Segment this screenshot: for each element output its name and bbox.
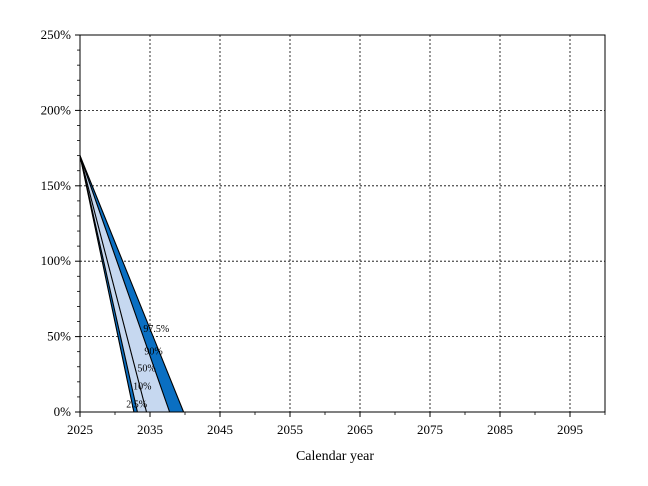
series-line — [79, 155, 138, 413]
x-tick-label: 2065 — [347, 422, 373, 437]
x-tick-label: 2095 — [557, 422, 583, 437]
x-tick-label: 2055 — [277, 422, 303, 437]
x-tick-label: 2045 — [207, 422, 233, 437]
series-label: 90% — [144, 347, 162, 358]
y-tick-label: 150% — [41, 178, 72, 193]
y-tick-label: 100% — [41, 253, 72, 268]
x-tick-label: 2075 — [417, 422, 443, 437]
x-tick-label: 2085 — [487, 422, 513, 437]
series-lines — [79, 155, 185, 413]
series-line — [79, 155, 185, 413]
y-tick-label: 50% — [47, 329, 71, 344]
y-tick-label: 0% — [54, 404, 72, 419]
y-tick-label: 250% — [41, 27, 72, 42]
series-label: 97.5% — [143, 324, 169, 335]
x-tick-label: 2025 — [67, 422, 93, 437]
series-line — [79, 155, 148, 413]
series-line — [79, 155, 171, 413]
x-axis-title: Calendar year — [296, 449, 374, 464]
series-line — [79, 155, 135, 413]
series-label: 10% — [133, 381, 151, 392]
plot-frame — [79, 34, 606, 413]
axis-ticks: 0% 50% 100% 150% 200% 250% 2025 2035 2045 2055 206… — [41, 27, 606, 437]
x-tick-label: 2035 — [137, 422, 163, 437]
series-label: 2.5% — [126, 399, 147, 410]
y-tick-label: 200% — [41, 102, 72, 117]
series-label: 50% — [137, 363, 155, 374]
band-labels: 97.5% 90% 50% 10% 2.5% — [126, 324, 169, 410]
